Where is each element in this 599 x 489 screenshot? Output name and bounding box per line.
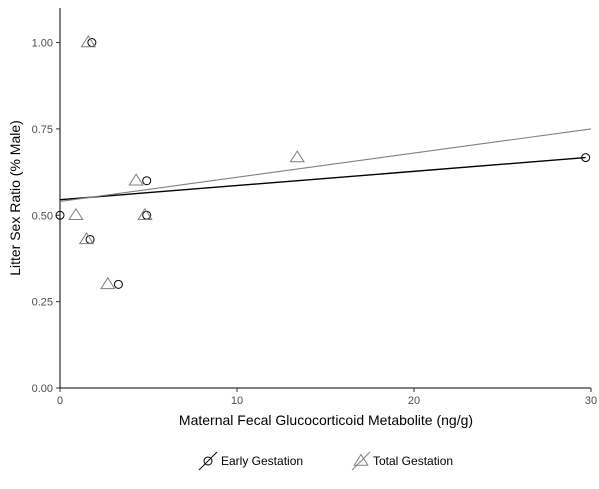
axes: 0 10 20 30 0.00 0.25 0.50 0.75 1.00 [32, 8, 597, 407]
legend: Early Gestation Total Gestation [198, 451, 453, 471]
legend-key-marker [353, 453, 369, 466]
legend-label-total-gestation: Total Gestation [373, 454, 453, 468]
legend-label-early-gestation: Early Gestation [221, 454, 303, 468]
fit-line-total-gestation [59, 128, 592, 202]
point-total-gestation [100, 276, 116, 290]
y-axis-title: Litter Sex Ratio (% Male) [7, 120, 23, 276]
legend-item-total-gestation: Total Gestation [351, 451, 453, 471]
x-tick-label: 30 [585, 395, 597, 407]
legend-item-early-gestation: Early Gestation [198, 451, 303, 471]
legend-key-line [198, 451, 218, 471]
y-tick-label: 0.75 [32, 124, 53, 136]
point-early-gestation [113, 279, 123, 289]
point-total-gestation [80, 35, 97, 48]
fit-line-early-gestation [59, 156, 586, 201]
x-tick-label: 20 [408, 395, 420, 407]
data-points [55, 35, 591, 290]
fit-lines [59, 128, 592, 202]
point-early-gestation [55, 210, 65, 220]
x-tick-label: 0 [57, 395, 63, 407]
x-tick-label: 10 [231, 395, 243, 407]
point-total-gestation [128, 173, 144, 186]
legend-key-early-gestation [198, 451, 218, 471]
x-axis-title: Maternal Fecal Glucocorticoid Metabolite… [179, 412, 473, 428]
point-total-gestation [289, 150, 305, 163]
point-total-gestation [68, 207, 84, 220]
y-tick-label: 0.00 [32, 383, 53, 395]
y-tick-label: 0.25 [32, 297, 53, 309]
point-total-gestation [78, 232, 95, 245]
y-tick-label: 1.00 [32, 38, 53, 50]
y-tick-label: 0.50 [32, 210, 53, 222]
y-ticks: 0.00 0.25 0.50 0.75 1.00 [32, 38, 60, 395]
legend-key-line [351, 451, 371, 471]
legend-key-marker [203, 456, 213, 466]
point-total-gestation [137, 207, 153, 220]
legend-key-total-gestation [351, 451, 371, 471]
x-ticks: 0 10 20 30 [57, 388, 597, 407]
point-early-gestation [581, 153, 591, 163]
point-early-gestation [142, 176, 152, 186]
